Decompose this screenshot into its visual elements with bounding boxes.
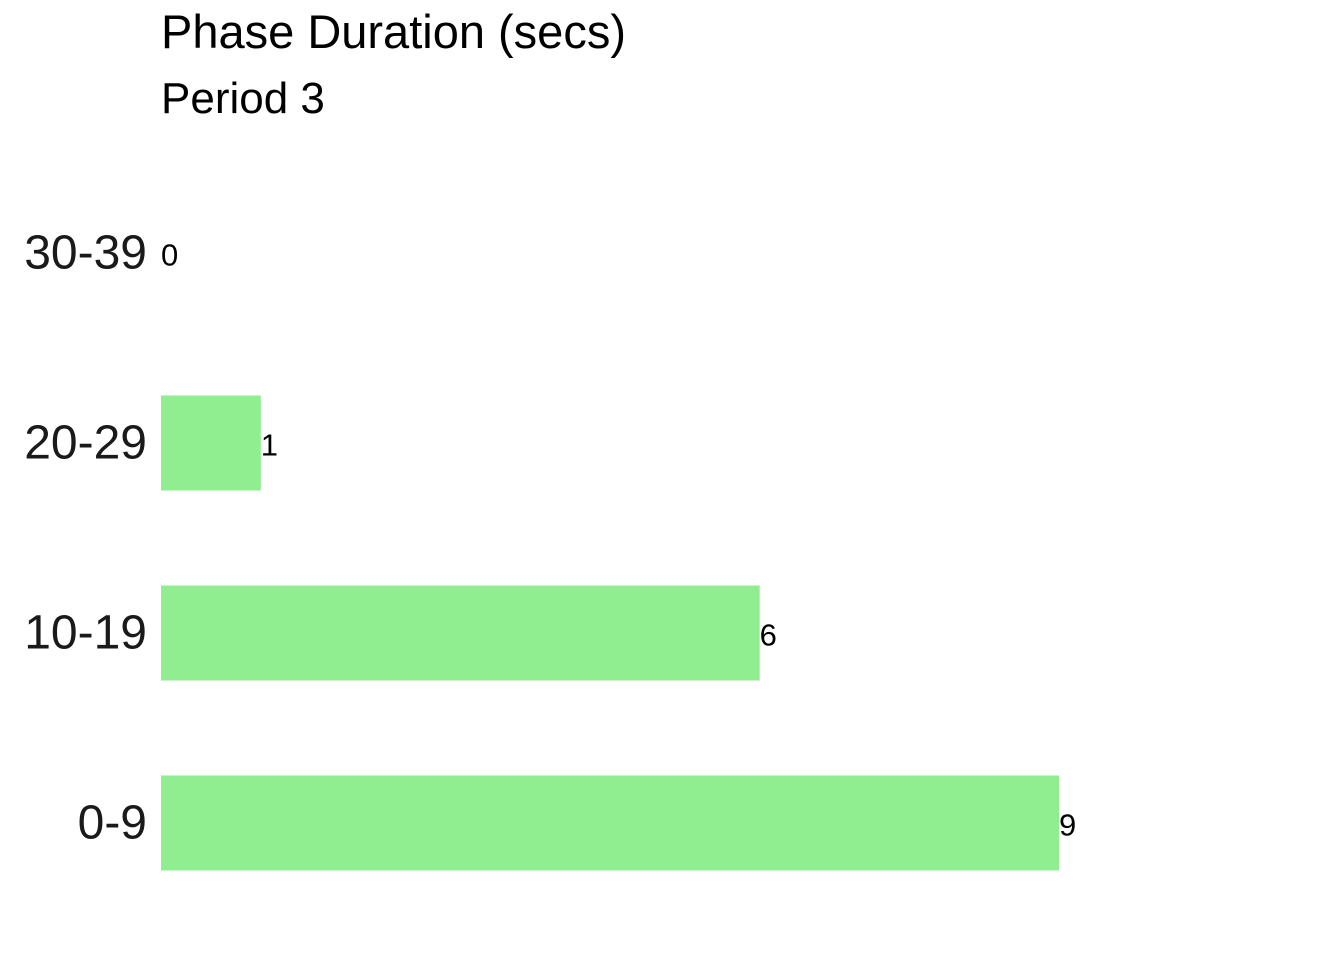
- category-label: 10-19: [24, 607, 147, 660]
- category-label: 0-9: [78, 797, 147, 850]
- value-label: 0: [161, 238, 178, 273]
- value-label: 9: [1059, 808, 1076, 843]
- bar-10-19: [161, 585, 760, 681]
- category-label: 20-29: [24, 417, 147, 470]
- value-label: 6: [760, 618, 777, 653]
- bar-0-9: [161, 775, 1059, 871]
- bar-20-29: [161, 395, 261, 491]
- value-label: 1: [261, 428, 278, 463]
- chart-subtitle: Period 3: [161, 74, 325, 123]
- category-label: 30-39: [24, 227, 147, 280]
- chart-title: Phase Duration (secs): [161, 5, 626, 58]
